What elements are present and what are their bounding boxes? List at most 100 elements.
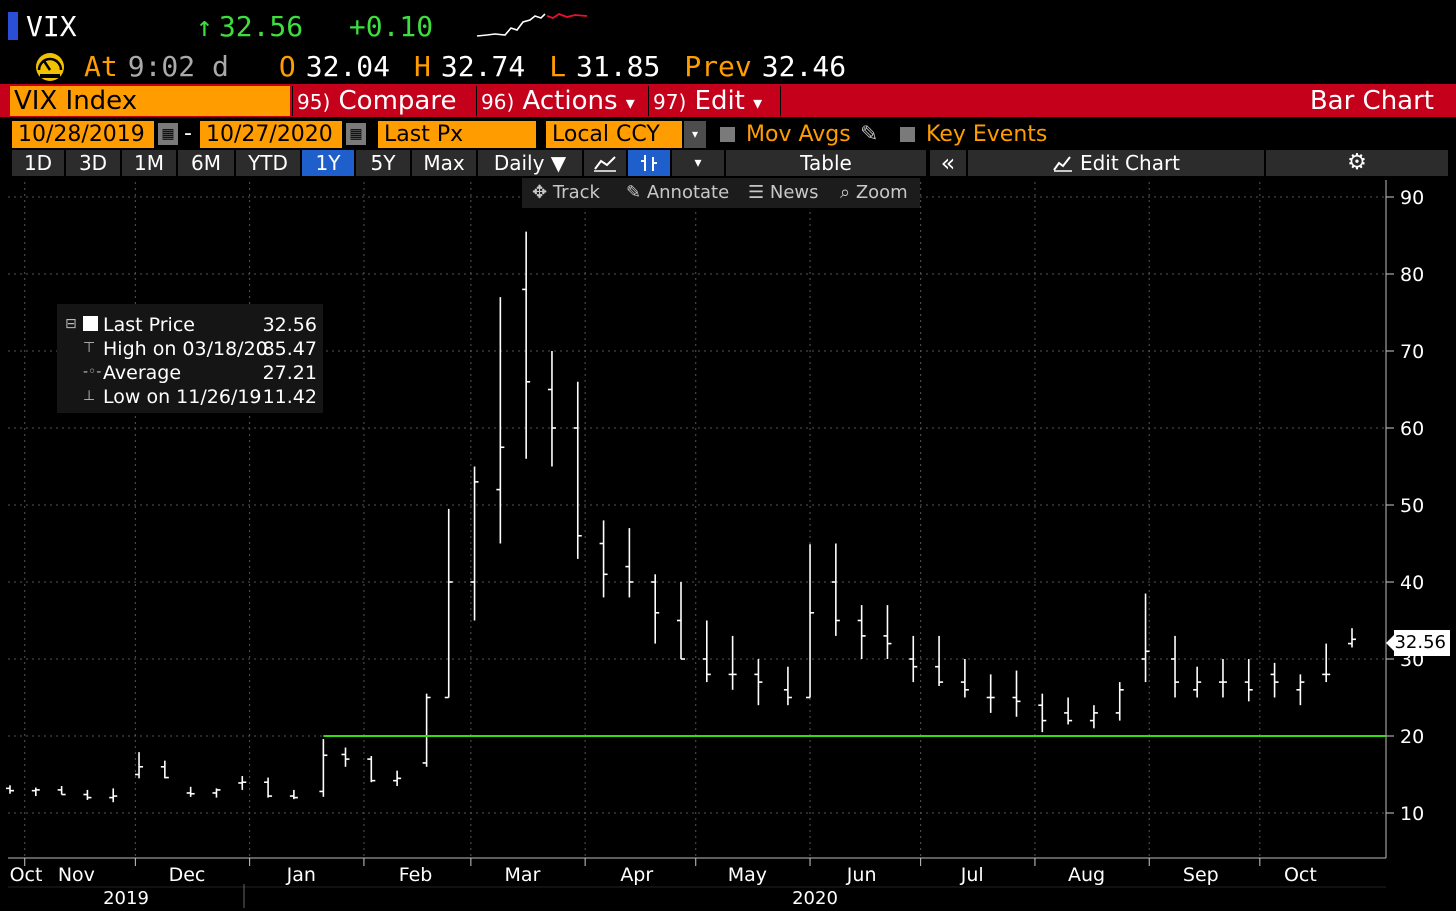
security-field[interactable]: VIX Index [10,86,290,116]
collapse-icon[interactable]: « [930,150,966,176]
end-date-input[interactable]: 10/27/2020 [200,121,342,148]
start-date-input[interactable]: 10/28/2019 [12,121,154,148]
edit-number: 97) [653,90,687,114]
range-1d[interactable]: 1D [12,150,64,176]
range-5y[interactable]: 5Y [356,150,410,176]
function-tab-bar: VIX Index 95) Compare 96) Actions ▾ 97) … [0,84,1456,117]
chart-parameters: 10/28/2019 ▦ - 10/27/2020 ▦ Last Px Loca… [0,119,1456,149]
ohlc-bar [1038,693,1047,733]
x-tick-label: Apr [620,864,653,886]
x-tick-label: Dec [169,864,206,886]
ohlc-bar [319,739,328,797]
annotate-tool[interactable]: ✎ Annotate [626,182,730,203]
bar-chart-icon[interactable] [628,150,670,176]
zoom-tool[interactable]: ⌕ Zoom [840,182,908,203]
ohlc-bar [341,747,350,767]
range-ytd[interactable]: YTD [236,150,300,176]
legend-high-label: High on 03/18/20 [103,338,268,360]
calendar-icon[interactable]: ▦ [158,123,178,145]
chevron-down-icon[interactable]: ▾ [672,150,724,176]
ohlc-bar [422,693,431,767]
mov-avgs-checkbox[interactable] [720,127,735,142]
market-gauge-icon[interactable] [30,50,70,82]
range-bar: 1D 3D 1M 6M YTD 1Y 5Y Max Daily ▼ ▾ Tabl… [0,149,1456,177]
range-1m[interactable]: 1M [122,150,176,176]
chart-type-title: Bar Chart [1309,86,1434,116]
ohlc-bar [470,466,479,621]
y-tick-label: 10 [1400,803,1424,825]
calendar-icon[interactable]: ▦ [346,123,366,145]
ohlc-bars [6,231,1356,803]
up-arrow-icon: ↑ [196,9,213,43]
y-tick-label: 80 [1400,264,1424,286]
track-tool[interactable]: ✥ Track [532,182,600,203]
edit-chart-button[interactable]: Edit Chart [968,150,1264,176]
legend-low-value: 11.42 [262,386,317,408]
zoom-label: Zoom [855,182,908,203]
chevron-down-icon: ▾ [753,93,763,114]
actions-label: Actions [522,86,618,116]
edit-chart-label: Edit Chart [1079,151,1181,175]
pencil-icon[interactable]: ✎ [860,122,879,147]
legend-last-value: 32.56 [262,314,317,336]
legend-average-value: 27.21 [262,362,317,384]
line-chart-icon[interactable] [584,150,626,176]
ticker-symbol: VIX [26,9,77,43]
high-marker-icon: ⊤ [83,340,96,356]
ohlc-bar [909,635,918,683]
edit-menu[interactable]: 97) Edit ▾ [648,86,780,116]
last-price-tag: 32.56 [1386,630,1450,656]
y-tick-label: 90 [1400,187,1424,209]
x-tick-label: Feb [399,864,433,886]
range-max[interactable]: Max [412,150,476,176]
mov-avgs-label: Mov Avgs [746,122,851,147]
actions-menu[interactable]: 96) Actions ▾ [476,86,644,116]
y-tick-label: 60 [1400,418,1424,440]
ohlc-bar [135,752,144,779]
key-events-checkbox[interactable] [900,127,915,142]
ohlc-bar [831,543,840,636]
ohlc-bar [444,508,453,699]
news-label: News [769,182,819,203]
collapse-square-icon[interactable]: ⊟ [65,316,77,332]
x-tick-label: Mar [505,864,541,886]
range-6m[interactable]: 6M [178,150,234,176]
legend-low-row: ⊥ Low on 11/26/19 11.42 [57,386,323,410]
compare-menu[interactable]: 95) Compare [292,86,460,116]
x-tick-label: Jun [846,864,877,886]
compare-label: Compare [338,86,457,116]
price-field-select[interactable]: Last Px [378,121,536,148]
actions-number: 96) [481,90,515,114]
period-select[interactable]: Daily ▼ [478,150,582,176]
ohlc-bar [1244,659,1253,702]
table-button[interactable]: Table [726,150,926,176]
open-label: O [278,49,296,83]
ohlc-bar [238,776,247,790]
chart-grid [8,182,1386,858]
ohlc-bar [625,528,634,598]
ohlc-bar [857,605,866,659]
range-1y[interactable]: 1Y [302,150,354,176]
ohlc-bar [83,789,92,800]
quote-time: 9:02 d [127,49,229,83]
legend-high-row: ⊤ High on 03/18/20 85.47 [57,338,323,362]
chart-legend: ⊟ Last Price 32.56 ⊤ High on 03/18/20 85… [57,304,323,413]
x-tick-label: Sep [1183,864,1219,886]
ohlc-bar [1296,674,1305,706]
ohlc-bar [57,786,66,796]
ohlc-bar [264,777,273,798]
ohlc-bar [1115,682,1124,721]
x-tick-label: Nov [58,864,95,886]
low-label: L [549,49,567,83]
net-change: +0.10 [348,9,434,43]
news-tool[interactable]: ☰ News [748,182,819,203]
chevron-down-icon[interactable]: ▾ [684,121,706,148]
ohlc-bar [1348,628,1356,648]
edit-chart-icon [1053,156,1072,172]
settings-gear-icon[interactable]: ⚙ [1266,150,1448,176]
track-label: Track [552,182,600,203]
range-3d[interactable]: 3D [66,150,120,176]
currency-select[interactable]: Local CCY [546,121,682,148]
time-label: At [84,49,118,83]
